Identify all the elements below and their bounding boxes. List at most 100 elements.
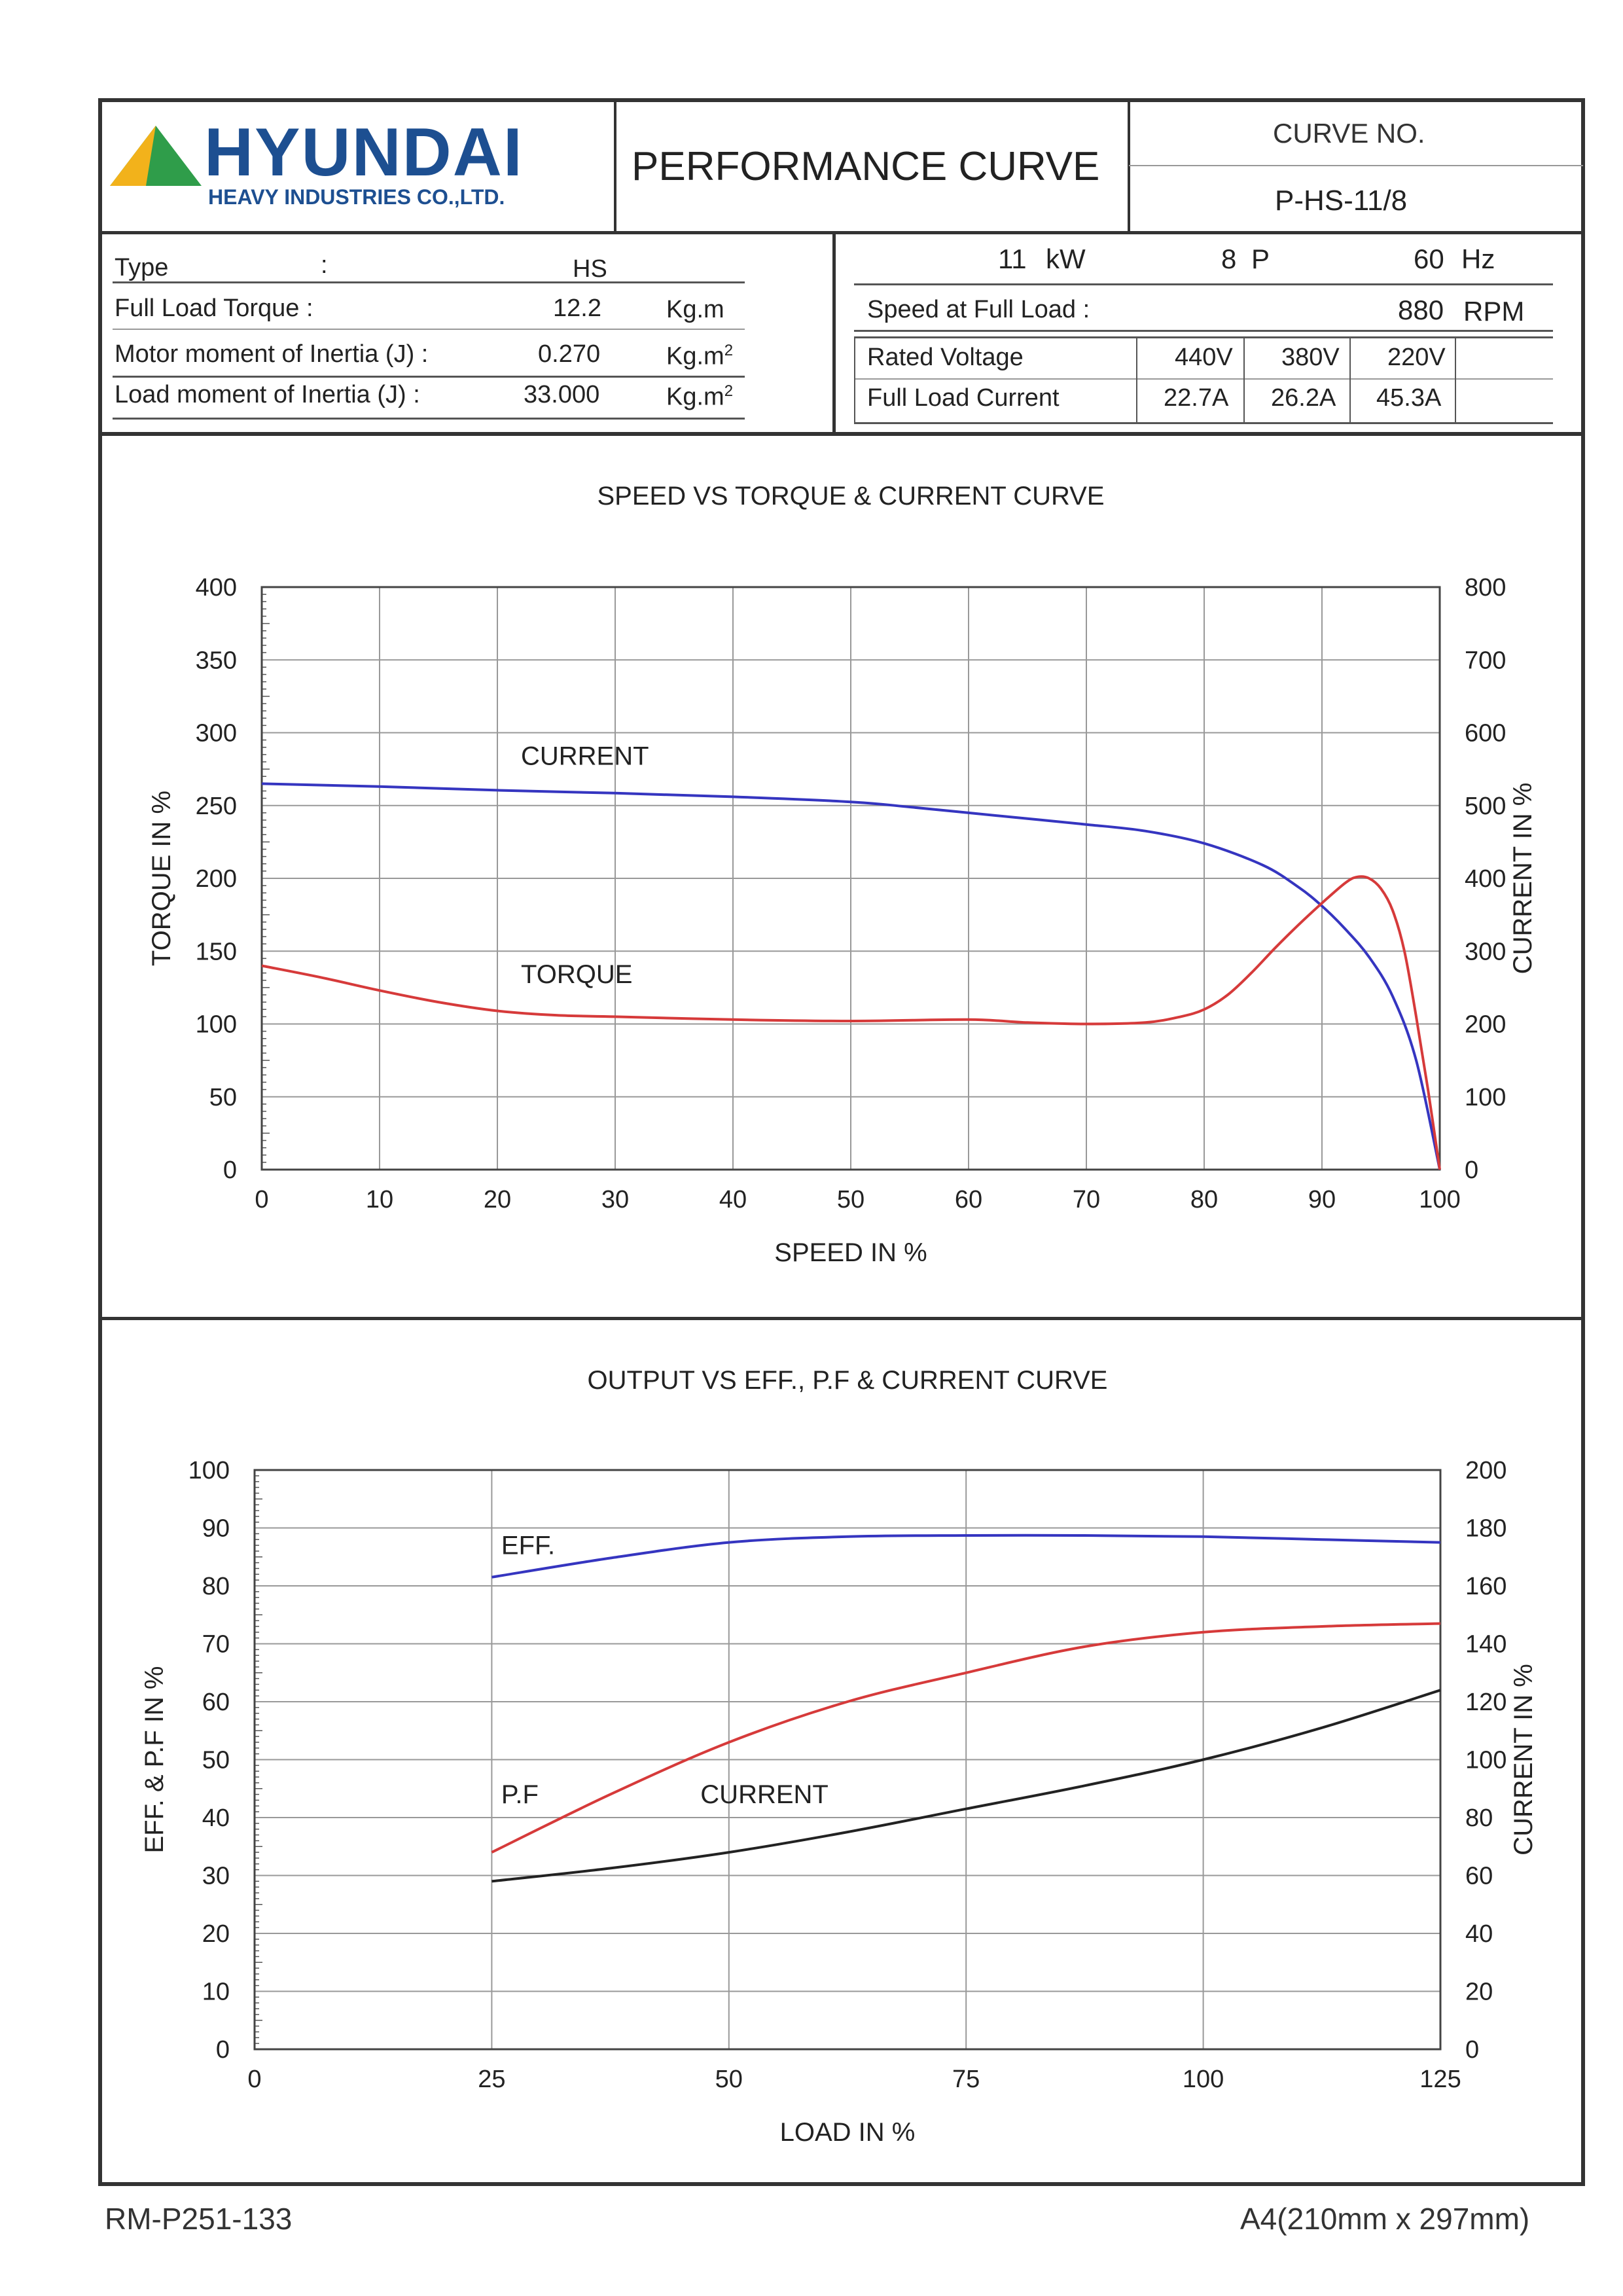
c2-y2-tick-label: 200 bbox=[1465, 1457, 1507, 1484]
c1-x-tick-label: 20 bbox=[484, 1186, 511, 1213]
c2-y-tick-label: 20 bbox=[202, 1920, 230, 1948]
c2-y2-tick-label: 20 bbox=[1465, 1979, 1493, 2006]
c1-y-tick-label: 400 bbox=[196, 574, 237, 601]
c2-y-axis-label: EFF. & P.F IN % bbox=[140, 1666, 169, 1854]
spec-bottom-border bbox=[98, 432, 1585, 436]
c1-series-torque-line bbox=[261, 875, 1441, 1170]
company-name: HYUNDAI bbox=[204, 115, 524, 190]
c1-y-tick-label: 200 bbox=[196, 865, 237, 893]
c2-series-eff-line bbox=[491, 1534, 1441, 1579]
c2-y-tick-label: 60 bbox=[202, 1689, 230, 1716]
inertia-unit-sup: 2 bbox=[724, 342, 734, 359]
c2-y2-tick-label: 0 bbox=[1465, 2036, 1479, 2064]
c1-annotation-torque: TORQUE bbox=[521, 960, 632, 989]
spec-cell-v-4 bbox=[1349, 336, 1351, 423]
c2-chart-title: OUTPUT VS EFF., P.F & CURRENT CURVE bbox=[588, 1366, 1108, 1395]
c1-y2-tick-label: 500 bbox=[1465, 793, 1506, 820]
spec-row-line-4 bbox=[113, 418, 745, 420]
c2-x-axis-label: LOAD IN % bbox=[780, 2118, 916, 2147]
speed-value: 880 bbox=[1398, 295, 1444, 325]
c2-x-tick-label: 75 bbox=[952, 2066, 980, 2093]
inertia-unit-base-2: Kg.m bbox=[666, 383, 724, 411]
c1-annotation-current: CURRENT bbox=[521, 742, 649, 770]
spec-cell-v-5 bbox=[1455, 336, 1456, 423]
c1-x-tick-label: 100 bbox=[1419, 1186, 1460, 1213]
c1-y-tick-label: 300 bbox=[196, 720, 237, 747]
power-value: 11 bbox=[998, 243, 1027, 274]
current-440: 22.7A bbox=[1164, 384, 1229, 412]
c1-x-tick-label: 70 bbox=[1073, 1186, 1100, 1213]
c2-series-p-f-line bbox=[491, 1622, 1441, 1854]
motor-inertia-label: Motor moment of Inertia (J) : bbox=[115, 340, 429, 368]
spec-row-line-3 bbox=[113, 376, 745, 378]
c1-y-tick-label: 100 bbox=[196, 1011, 237, 1039]
header-divider-1 bbox=[614, 98, 616, 232]
c1-y2-tick-label: 700 bbox=[1465, 647, 1506, 674]
c2-y2-tick-label: 160 bbox=[1465, 1573, 1507, 1600]
c2-y-tick-label: 100 bbox=[188, 1457, 230, 1484]
c2-annotation-eff: EFF. bbox=[501, 1531, 555, 1560]
c1-y2-tick-label: 300 bbox=[1465, 938, 1506, 965]
motor-inertia-value: 0.270 bbox=[538, 340, 601, 368]
c2-y2-tick-label: 40 bbox=[1465, 1920, 1493, 1948]
torque-value: 12.2 bbox=[553, 295, 601, 322]
poles-unit: P bbox=[1251, 243, 1270, 274]
c2-y2-tick-label: 100 bbox=[1465, 1747, 1507, 1774]
spec-cell-v-3 bbox=[1243, 336, 1245, 423]
current-380: 26.2A bbox=[1271, 384, 1336, 412]
sheet-frame bbox=[98, 98, 1585, 2186]
voltage-440: 440V bbox=[1175, 344, 1233, 371]
c2-y2-axis-label: CURRENT IN % bbox=[1509, 1664, 1538, 1856]
type-value: HS bbox=[573, 255, 607, 283]
c2-y-tick-label: 80 bbox=[202, 1573, 230, 1600]
hyundai-logo-icon bbox=[110, 126, 202, 186]
header-bottom-border bbox=[98, 231, 1585, 234]
spec-center-divider bbox=[832, 233, 836, 433]
c1-y-tick-label: 350 bbox=[196, 647, 237, 674]
chart-divider bbox=[98, 1317, 1585, 1320]
freq-unit: Hz bbox=[1461, 243, 1495, 274]
c2-y2-tick-label: 80 bbox=[1465, 1804, 1493, 1832]
torque-label: Full Load Torque : bbox=[115, 295, 313, 322]
motor-inertia-unit: Kg.m2 bbox=[666, 342, 733, 371]
c2-x-tick-label: 50 bbox=[715, 2066, 743, 2093]
voltage-220: 220V bbox=[1387, 344, 1446, 371]
c1-x-axis-label: SPEED IN % bbox=[774, 1238, 927, 1267]
c2-y-tick-label: 30 bbox=[202, 1863, 230, 1890]
freq-value: 60 bbox=[1414, 243, 1444, 274]
c1-x-tick-label: 30 bbox=[601, 1186, 629, 1213]
c1-y2-axis-label: CURRENT IN % bbox=[1508, 783, 1537, 975]
c1-x-tick-label: 40 bbox=[719, 1186, 747, 1213]
inertia-unit-base: Kg.m bbox=[666, 342, 724, 370]
curve-no-divider bbox=[1129, 165, 1583, 166]
c1-y2-tick-label: 800 bbox=[1465, 574, 1506, 601]
c1-x-tick-label: 50 bbox=[837, 1186, 865, 1213]
speed-torque-current-chart: SPEED VS TORQUE & CURRENT CURVE 0 10 20 30 40… bbox=[147, 482, 1537, 1267]
load-inertia-label: Load moment of Inertia (J) : bbox=[115, 381, 420, 408]
c1-x-tick-label: 0 bbox=[255, 1186, 268, 1213]
speed-unit: RPM bbox=[1463, 296, 1525, 327]
load-inertia-unit: Kg.m2 bbox=[666, 382, 733, 412]
poles-value: 8 bbox=[1221, 243, 1237, 274]
c1-x-tick-label: 60 bbox=[955, 1186, 982, 1213]
c2-y2-tick-label: 180 bbox=[1465, 1515, 1507, 1543]
c1-y2-tick-label: 100 bbox=[1465, 1084, 1506, 1111]
output-eff-pf-current-chart: OUTPUT VS EFF., P.F & CURRENT CURVE 0 25 50… bbox=[140, 1366, 1538, 2147]
spec-row-line-1 bbox=[113, 281, 745, 283]
c2-y-tick-label: 90 bbox=[202, 1515, 230, 1543]
c2-y2-tick-label: 60 bbox=[1465, 1863, 1493, 1890]
c2-y2-tick-label: 120 bbox=[1465, 1689, 1507, 1716]
curve-no-value: P-HS-11/8 bbox=[1275, 185, 1408, 217]
c1-y-tick-label: 250 bbox=[196, 793, 237, 820]
company-subname: HEAVY INDUSTRIES CO.,LTD. bbox=[208, 185, 505, 209]
spec-right-line-4 bbox=[854, 378, 1553, 380]
curve-no-label: CURVE NO. bbox=[1273, 118, 1425, 149]
inertia-unit-sup-2: 2 bbox=[724, 382, 734, 400]
spec-cell-v-1 bbox=[854, 336, 855, 423]
spec-right-line-3 bbox=[854, 336, 1553, 338]
c2-y2-tick-label: 140 bbox=[1465, 1631, 1507, 1659]
speed-label: Speed at Full Load : bbox=[867, 296, 1090, 323]
c1-x-tick-label: 90 bbox=[1308, 1186, 1336, 1213]
c1-y2-tick-label: 400 bbox=[1465, 865, 1506, 893]
c1-plot-frame bbox=[260, 586, 1441, 1171]
